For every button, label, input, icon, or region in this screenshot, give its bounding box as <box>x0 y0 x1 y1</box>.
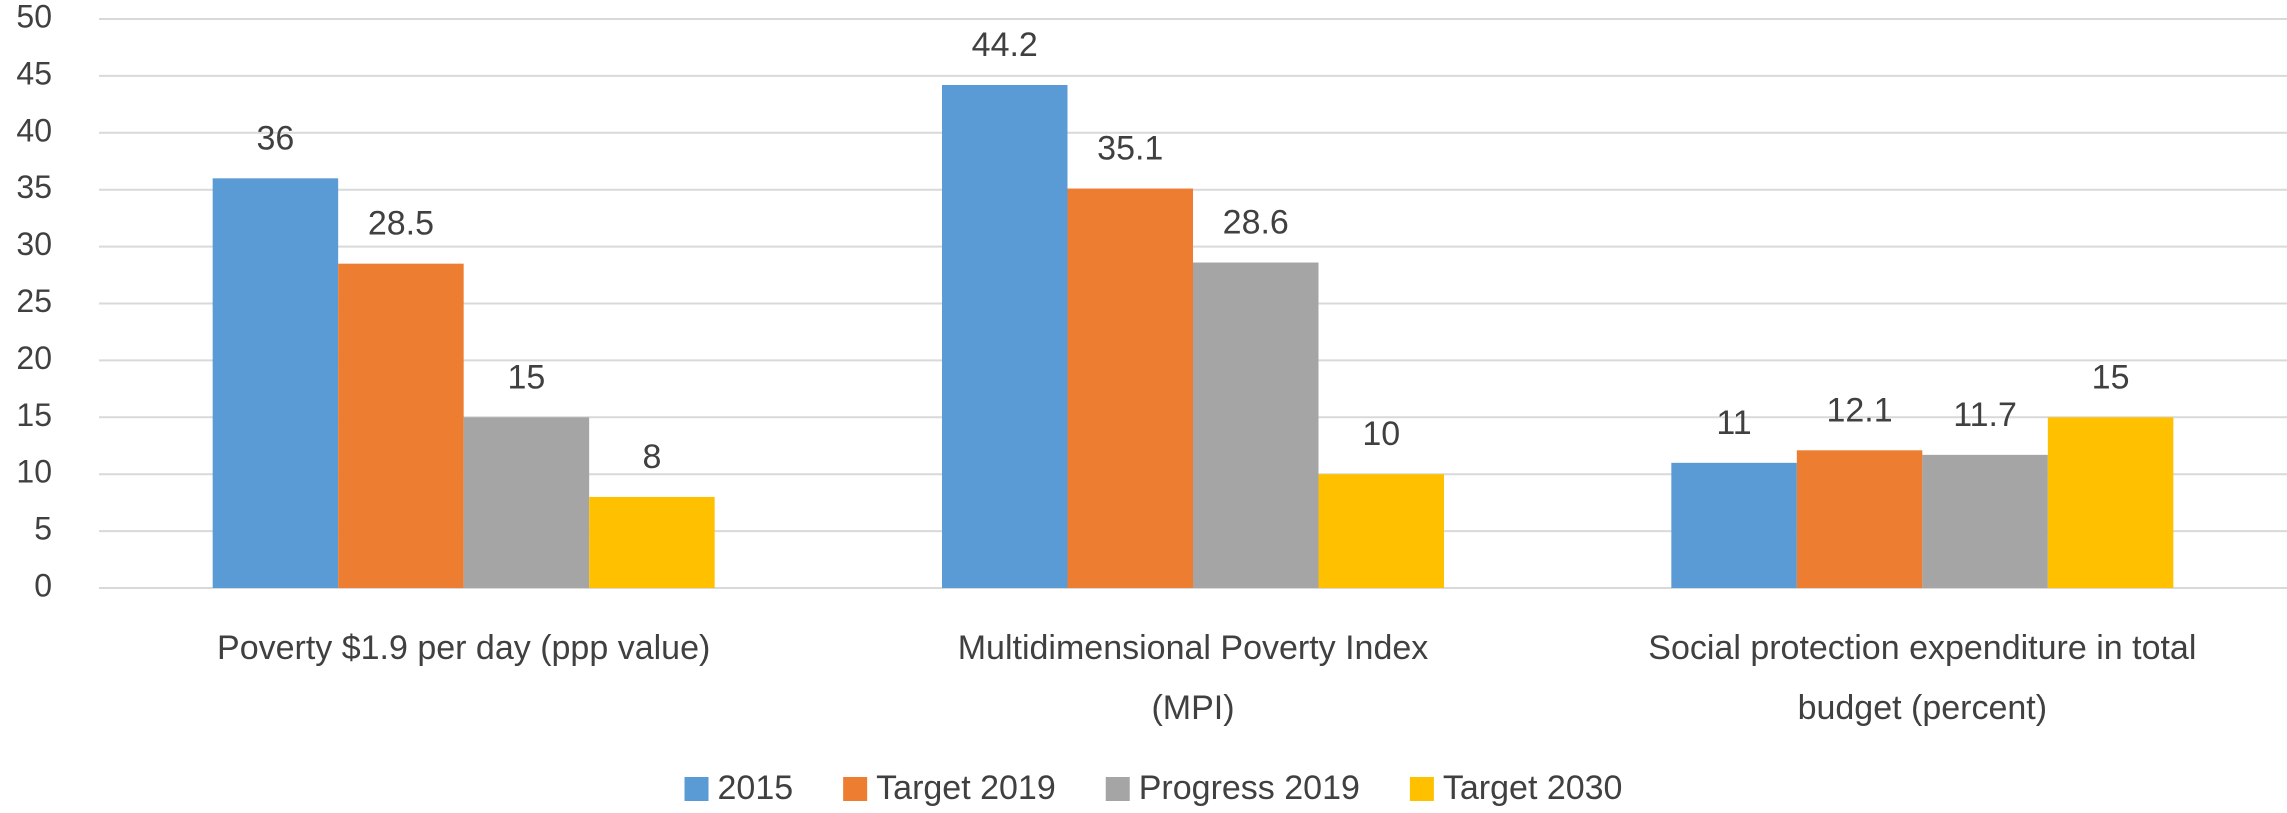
x-tick-label: Social protection expenditure in total bu… <box>1648 629 2196 727</box>
y-tick-label: 45 <box>16 55 52 91</box>
data-label: 15 <box>2092 358 2130 396</box>
data-label: 35.1 <box>1097 130 1163 168</box>
bar <box>942 85 1068 588</box>
y-tick-label: 25 <box>16 283 52 319</box>
legend-swatch <box>1409 777 1434 801</box>
y-tick-label: 10 <box>16 454 52 490</box>
bar <box>1193 262 1319 588</box>
legend-swatch <box>843 777 868 801</box>
data-label: 28.5 <box>368 205 434 243</box>
data-label: 28.6 <box>1223 204 1289 242</box>
y-tick-label: 0 <box>34 567 52 603</box>
data-label: 8 <box>642 438 661 476</box>
bar <box>463 417 590 588</box>
y-tick-label: 35 <box>16 169 52 205</box>
y-tick-label: 40 <box>16 112 52 148</box>
data-label: 44.2 <box>972 26 1038 64</box>
legend-label: Progress 2019 <box>1139 769 1360 807</box>
data-label: 15 <box>508 358 546 396</box>
data-label: 11 <box>1716 404 1751 442</box>
bar <box>212 178 339 588</box>
legend-label: Target 2030 <box>1443 769 1623 807</box>
y-tick-label: 20 <box>16 340 52 376</box>
x-tick-label: Multidimensional Poverty Index (MPI) <box>958 629 1429 727</box>
legend-swatch <box>1105 777 1130 801</box>
y-tick-label: 15 <box>16 397 52 433</box>
legend-label: 2015 <box>718 769 794 807</box>
bar <box>1067 188 1193 588</box>
bar <box>1671 462 1797 588</box>
bar <box>2047 417 2174 588</box>
data-label: 11.7 <box>1953 396 2017 434</box>
y-tick-label: 5 <box>34 511 52 547</box>
bar <box>338 263 464 588</box>
data-label: 36 <box>257 119 295 157</box>
data-label: 12.1 <box>1826 391 1892 429</box>
y-tick-label: 30 <box>16 226 52 262</box>
bar <box>1922 454 2048 588</box>
legend-label: Target 2019 <box>876 769 1056 807</box>
bar <box>1796 450 1923 588</box>
y-tick-label: 50 <box>16 0 52 34</box>
legend-swatch <box>684 777 709 801</box>
bar <box>1318 474 1444 588</box>
bar <box>589 496 715 588</box>
data-label: 10 <box>1362 415 1400 453</box>
x-tick-label: Poverty $1.9 per day (ppp value) <box>217 629 710 667</box>
